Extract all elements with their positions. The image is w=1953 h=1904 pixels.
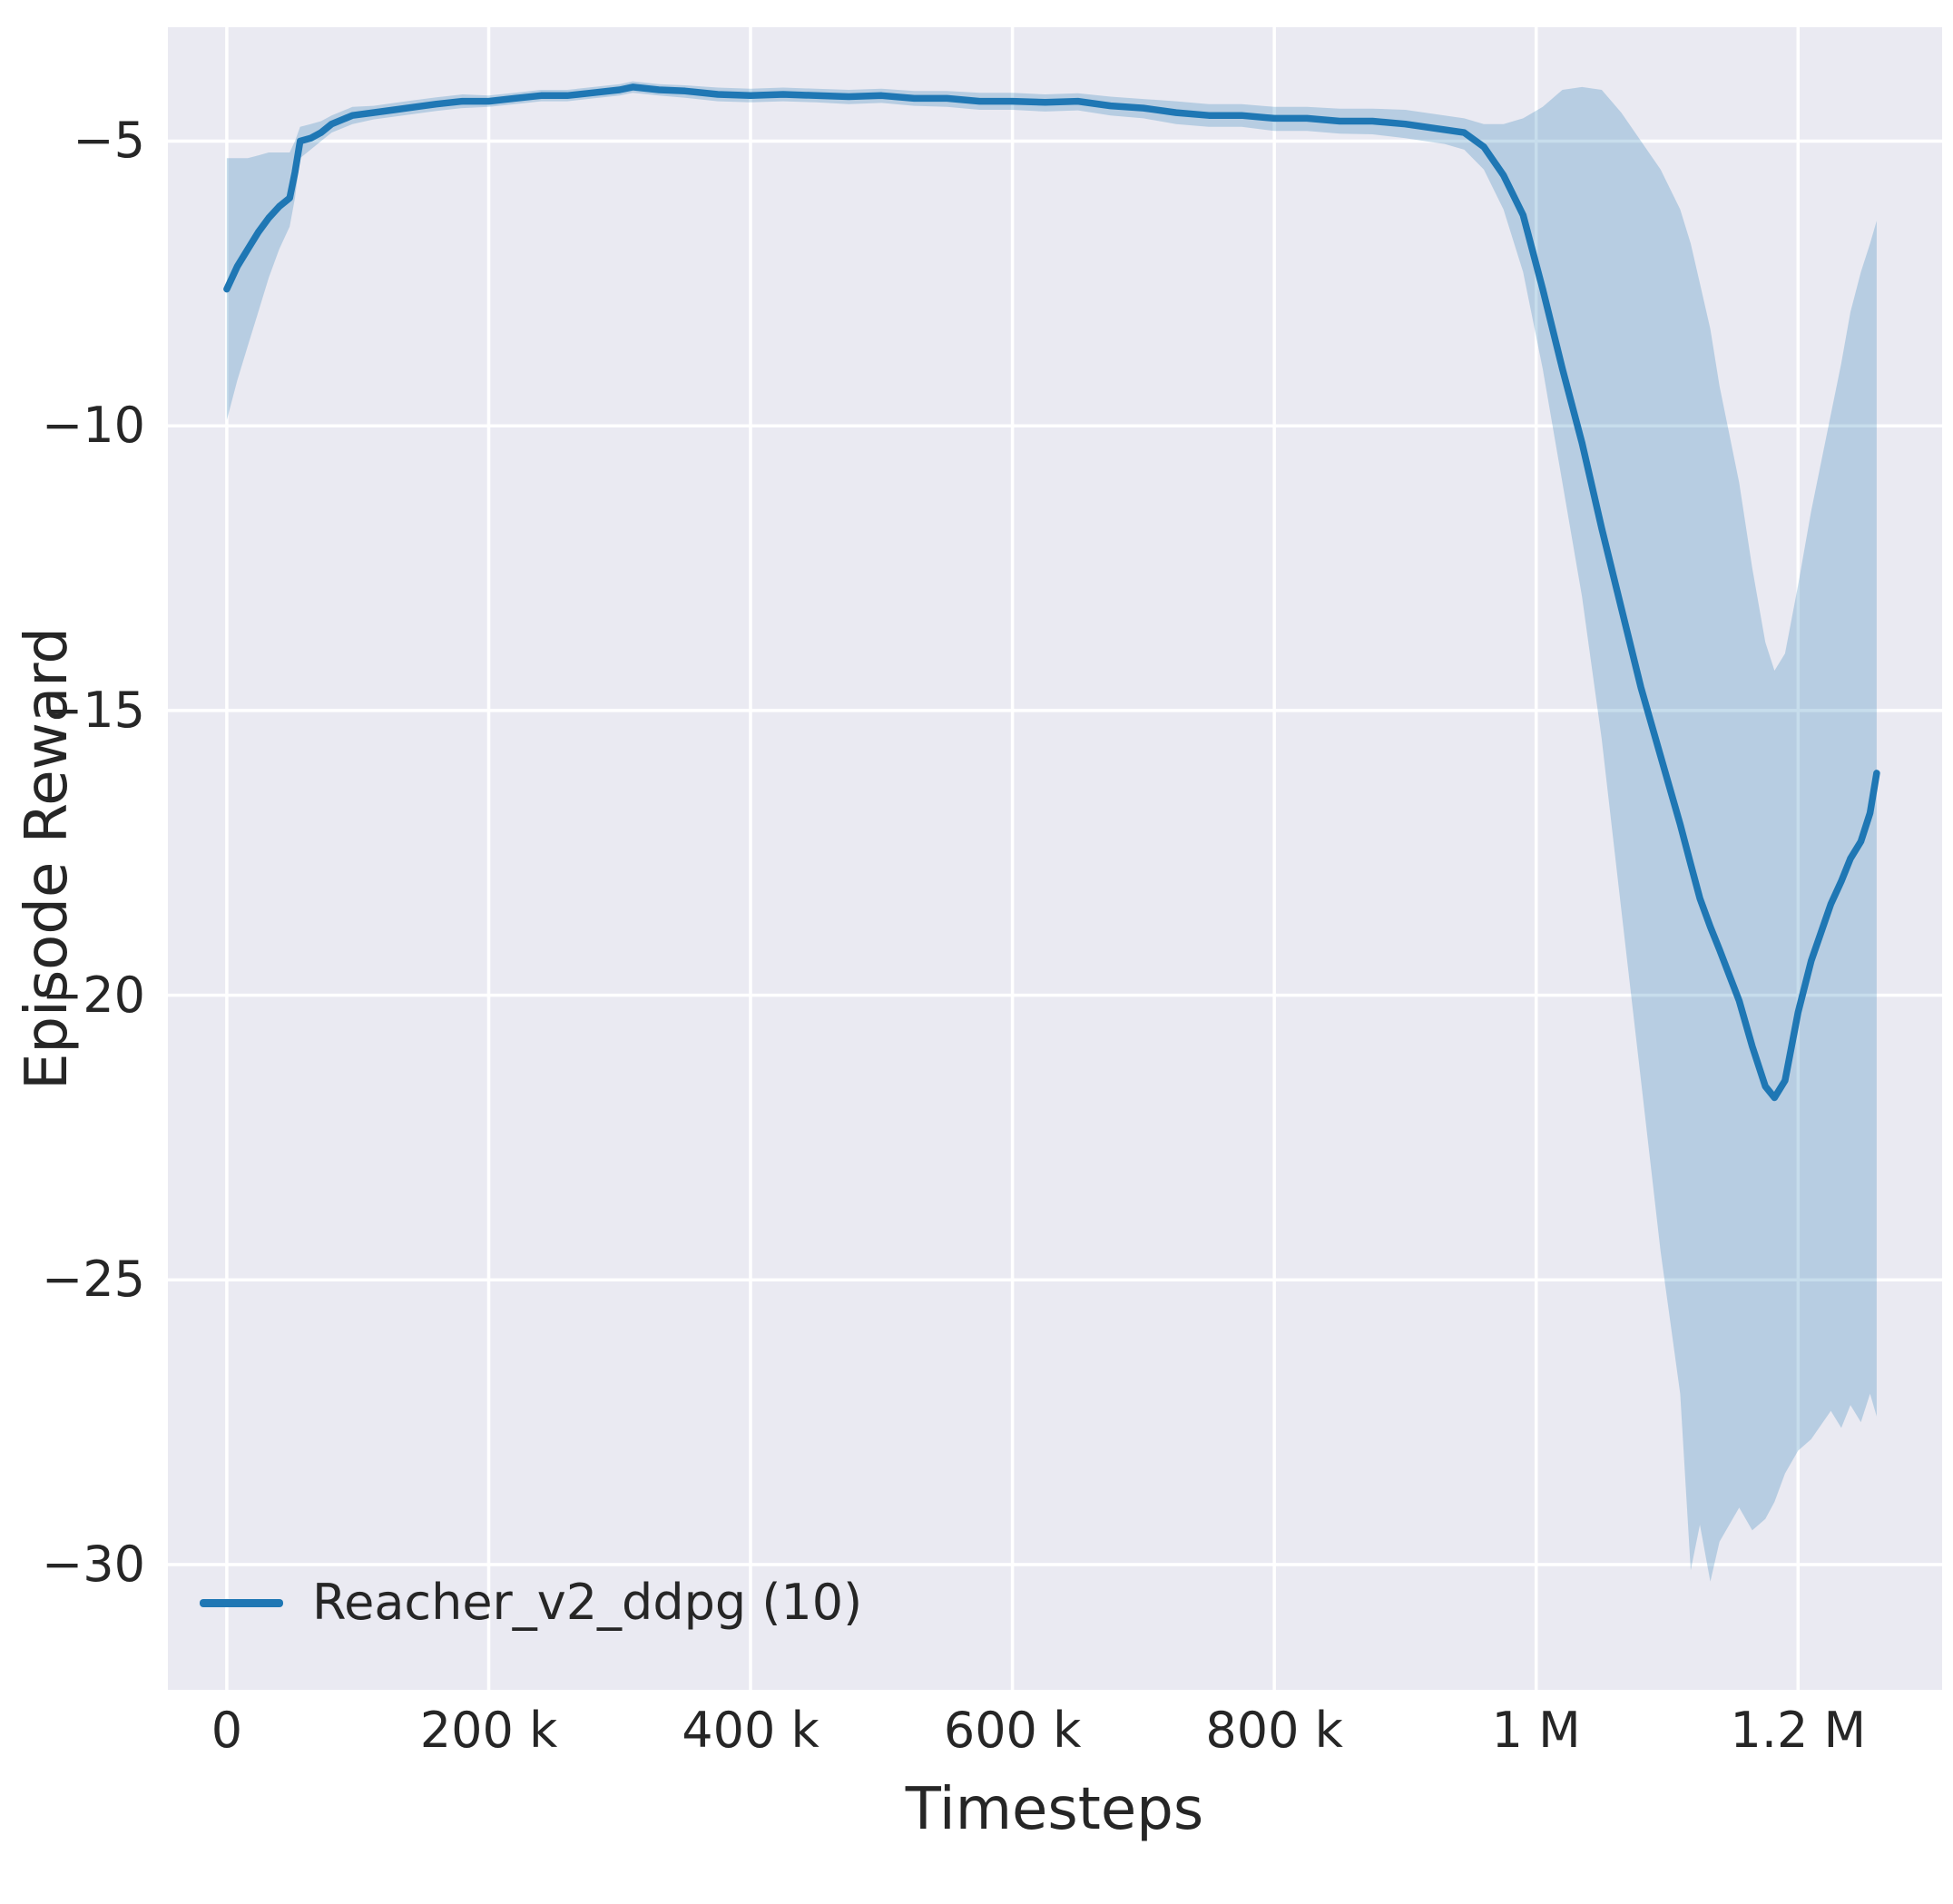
x-tick-label: 600 k [943,1702,1082,1759]
legend-label: Reacher_v2_ddpg (10) [312,1574,863,1631]
legend-line-swatch [200,1598,283,1607]
x-tick-label: 800 k [1205,1702,1343,1759]
y-tick-label: −25 [42,1251,145,1309]
y-tick-label: −30 [42,1535,145,1593]
y-tick-label: −10 [42,397,145,455]
chart-svg [168,27,1942,1690]
y-tick-label: −15 [42,681,145,739]
y-tick-label: −5 [73,112,145,170]
x-tick-label: 200 k [419,1702,558,1759]
x-tick-label: 400 k [682,1702,819,1759]
x-tick-label: 1 M [1491,1702,1581,1759]
x-axis-label: Timesteps [905,1776,1204,1843]
mean-line [223,83,1880,1102]
x-tick-label: 1.2 M [1730,1702,1867,1759]
confidence-band [226,81,1877,1582]
y-tick-label: −20 [42,966,145,1024]
x-tick-label: 0 [211,1702,243,1759]
plot-area: Reacher_v2_ddpg (10) [168,27,1942,1690]
legend: Reacher_v2_ddpg (10) [200,1575,862,1630]
